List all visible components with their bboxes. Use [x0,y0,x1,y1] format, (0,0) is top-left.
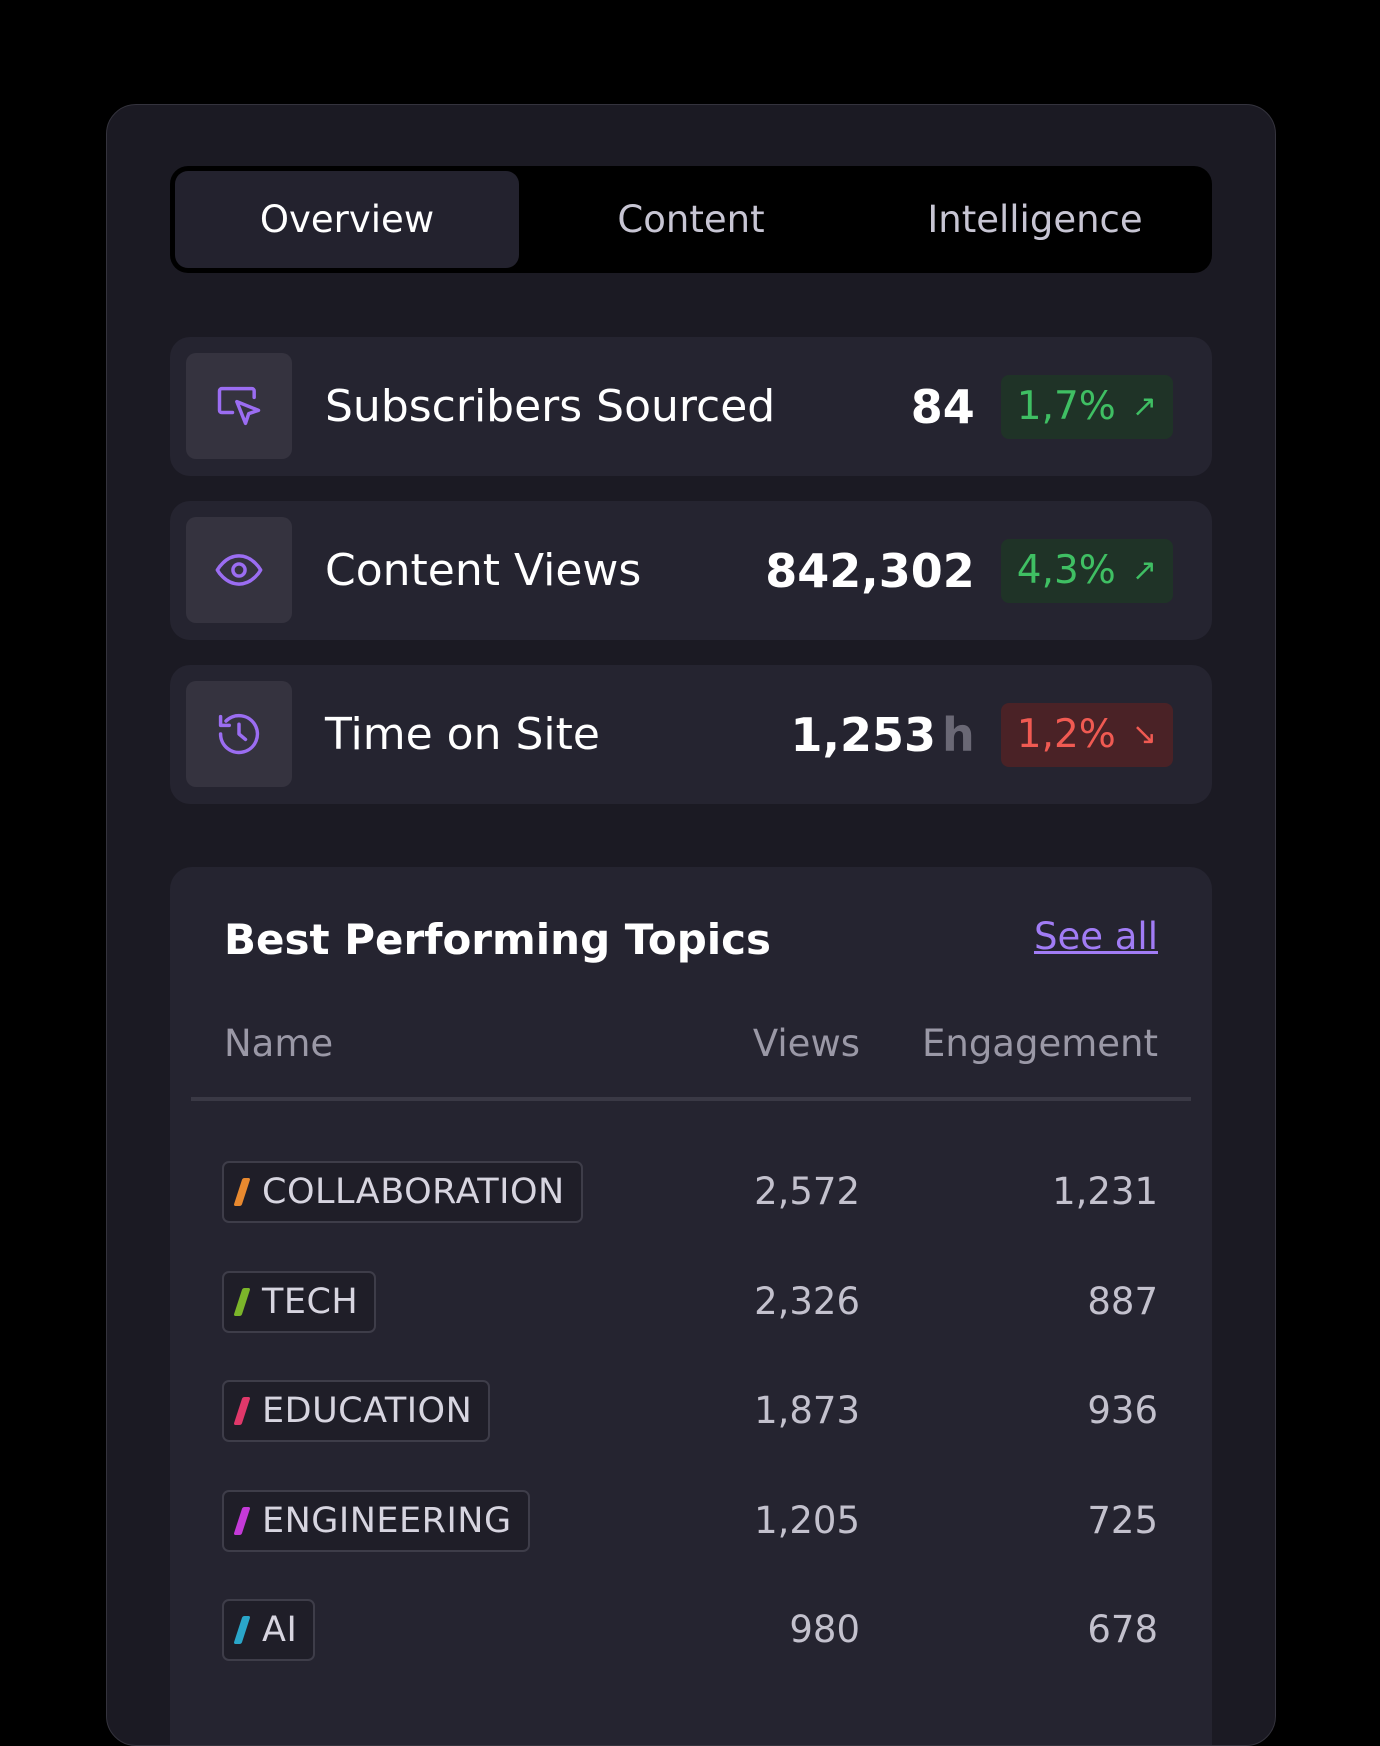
topic-tag[interactable]: COLLABORATION [222,1161,583,1223]
column-header-name[interactable]: Name [224,1022,334,1065]
table-row[interactable]: AI 980 678 [170,1599,1212,1661]
best-performing-topics-card: Best Performing Topics See all Name View… [170,867,1212,1745]
arrow-down-right-icon: ↘ [1131,717,1157,752]
see-all-link[interactable]: See all [1033,915,1158,958]
table-row[interactable]: ENGINEERING 1,205 725 [170,1490,1212,1552]
engagement-cell: 725 [1087,1499,1158,1542]
change-value: 1,7% [1016,384,1116,429]
stat-subscribers-sourced: Subscribers Sourced 84 1,7% ↗ [170,337,1212,476]
topic-name: COLLABORATION [262,1172,565,1212]
stat-unit: h [942,707,975,762]
views-cell: 1,873 [754,1389,860,1432]
tag-color-marker [233,1288,251,1316]
tab-intelligence[interactable]: Intelligence [927,198,1143,241]
table-row[interactable]: EDUCATION 1,873 936 [170,1380,1212,1442]
arrow-up-right-icon: ↗ [1131,553,1157,588]
stat-content-views: Content Views 842,302 4,3% ↗ [170,501,1212,640]
change-badge: 4,3% ↗ [1000,538,1173,603]
tab-content[interactable]: Content [617,198,765,241]
card-title: Best Performing Topics [224,915,772,964]
topic-name: TECH [262,1282,359,1322]
clock-history-icon [186,681,292,787]
tag-color-marker [233,1397,251,1425]
table-row[interactable]: COLLABORATION 2,572 1,231 [170,1161,1212,1223]
change-value: 1,2% [1016,712,1116,757]
topic-name: AI [262,1610,298,1650]
engagement-cell: 887 [1087,1280,1158,1323]
stat-label: Time on Site [325,709,600,760]
stat-value: 1,253 [790,707,937,762]
views-cell: 1,205 [754,1499,860,1542]
topic-name: EDUCATION [262,1391,473,1431]
stat-label: Content Views [325,545,642,596]
views-cell: 2,326 [754,1280,860,1323]
change-badge: 1,7% ↗ [1000,374,1173,439]
arrow-up-right-icon: ↗ [1131,389,1157,424]
tag-color-marker [233,1507,251,1535]
views-cell: 2,572 [754,1170,860,1213]
cursor-click-icon [186,353,292,459]
topic-tag[interactable]: TECH [222,1271,377,1333]
table-row[interactable]: TECH 2,326 887 [170,1271,1212,1333]
engagement-cell: 678 [1087,1608,1158,1651]
engagement-cell: 1,231 [1052,1170,1158,1213]
tag-color-marker [233,1178,251,1206]
change-badge: 1,2% ↘ [1000,702,1173,767]
column-header-views[interactable]: Views [752,1022,860,1065]
stat-label: Subscribers Sourced [325,381,776,432]
topic-tag[interactable]: ENGINEERING [222,1490,530,1552]
tab-overview[interactable]: Overview [175,171,519,268]
engagement-cell: 936 [1087,1389,1158,1432]
stat-value: 84 [910,379,975,434]
views-cell: 980 [789,1608,860,1651]
topic-tag[interactable]: EDUCATION [222,1380,491,1442]
tab-bar: Overview Content Intelligence [170,166,1212,273]
stat-time-on-site: Time on Site 1,253 h 1,2% ↘ [170,665,1212,804]
topic-name: ENGINEERING [262,1501,512,1541]
topic-tag[interactable]: AI [222,1599,316,1661]
stat-value: 842,302 [765,543,975,598]
analytics-panel: Overview Content Intelligence Subscriber… [106,104,1276,1746]
tag-color-marker [233,1616,251,1644]
header-divider [191,1097,1191,1101]
change-value: 4,3% [1016,548,1116,593]
eye-icon [186,517,292,623]
column-header-engagement[interactable]: Engagement [921,1022,1158,1065]
